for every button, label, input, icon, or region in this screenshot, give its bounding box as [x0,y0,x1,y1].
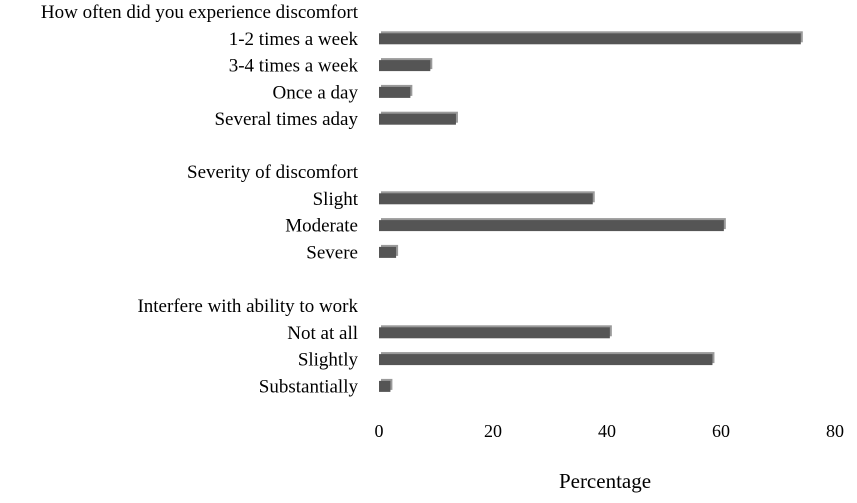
bar [379,220,724,232]
category-label: 1-2 times a week [229,29,359,50]
bar [379,380,391,392]
bar [379,246,397,258]
category-label: Not at all [287,323,358,344]
x-axis-ticks: 0 20 40 60 80 [375,421,845,441]
category-label: Once a day [273,82,359,103]
bar [379,354,713,366]
x-tick-label: 20 [484,421,502,441]
x-axis-title: Percentage [559,469,651,493]
category-label: Severe [306,242,358,263]
bar [379,113,456,125]
category-label: Slightly [298,350,359,371]
bar [379,193,593,205]
x-tick-label: 80 [826,421,844,441]
category-label: Slight [313,189,359,210]
bar [379,33,801,45]
category-labels: How often did you experience discomfort 1… [41,2,359,397]
x-tick-label: 40 [598,421,616,441]
bar [379,60,431,72]
x-tick-label: 0 [375,421,384,441]
bars-layer [379,31,803,392]
x-tick-label: 60 [712,421,730,441]
group-title: Severity of discomfort [187,162,359,183]
category-label: Several times aday [214,109,358,130]
bar [379,86,411,98]
category-label: Moderate [285,216,358,237]
category-label: 3-4 times a week [229,56,359,77]
group-title: How often did you experience discomfort [41,2,359,23]
category-label: Substantially [259,376,359,397]
group-title: Interfere with ability to work [137,296,358,317]
bar [379,327,610,339]
